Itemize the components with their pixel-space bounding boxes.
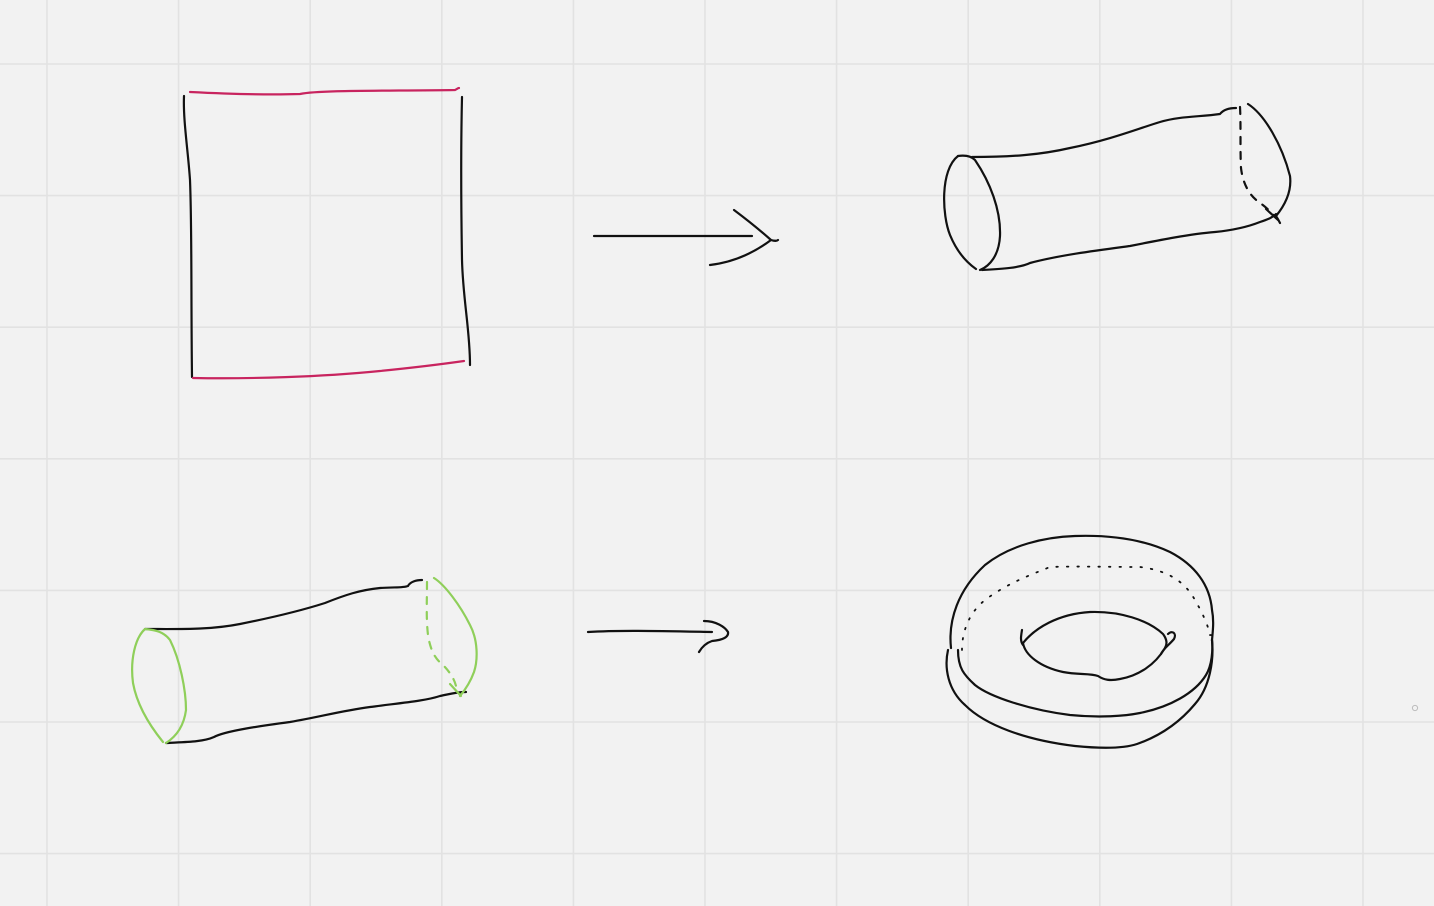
square-bottom-edge	[191, 359, 466, 380]
cylinder-bottom-edge	[980, 212, 1278, 272]
arrow-head	[708, 208, 780, 267]
cylinder-drawing	[943, 102, 1292, 272]
cylinder2-right-end-front	[432, 576, 478, 698]
torus-hole-bottom	[1021, 641, 1167, 682]
cylinder2-left-end	[131, 627, 165, 744]
cylinder-top-edge	[970, 106, 1238, 159]
cylinder-right-end-front	[1246, 102, 1292, 225]
arrow2-shaft	[586, 629, 714, 634]
torus-outer-top	[949, 534, 1215, 650]
cylinder2-bottom-edge	[164, 690, 468, 745]
cylinder2-right-end-notch	[448, 682, 463, 698]
torus-hole-right-fold	[1159, 631, 1176, 656]
cylinder2-top-edge	[143, 578, 424, 631]
square-top-edge	[188, 86, 461, 96]
torus-hole-top	[1021, 610, 1168, 650]
square-drawing	[182, 86, 472, 380]
torus-hidden-seam	[961, 565, 1211, 651]
cylinder-left-end-front	[956, 154, 1002, 272]
cylinder-left-end	[943, 154, 978, 271]
cylinder-right-end-notch	[1264, 207, 1280, 222]
canvas-marker-dot	[1411, 704, 1419, 712]
torus-upper-rim	[956, 638, 1214, 718]
arrow-square-to-cylinder	[592, 208, 780, 267]
arrow-cylinder-to-torus	[586, 619, 730, 654]
torus-outer-bottom	[945, 638, 1214, 749]
torus-hole-left-fold	[1019, 628, 1025, 647]
torus-hidden-seam-end	[1209, 634, 1221, 637]
cylinder-green-drawing	[131, 576, 478, 745]
cylinder2-left-end-front	[143, 627, 188, 745]
cylinder-right-end-hidden	[1238, 105, 1278, 220]
square-left-edge	[182, 94, 194, 379]
torus-drawing	[945, 534, 1221, 749]
arrow2-head	[697, 619, 730, 654]
square-right-edge	[460, 95, 472, 367]
cylinder2-right-end-hidden	[425, 580, 458, 688]
